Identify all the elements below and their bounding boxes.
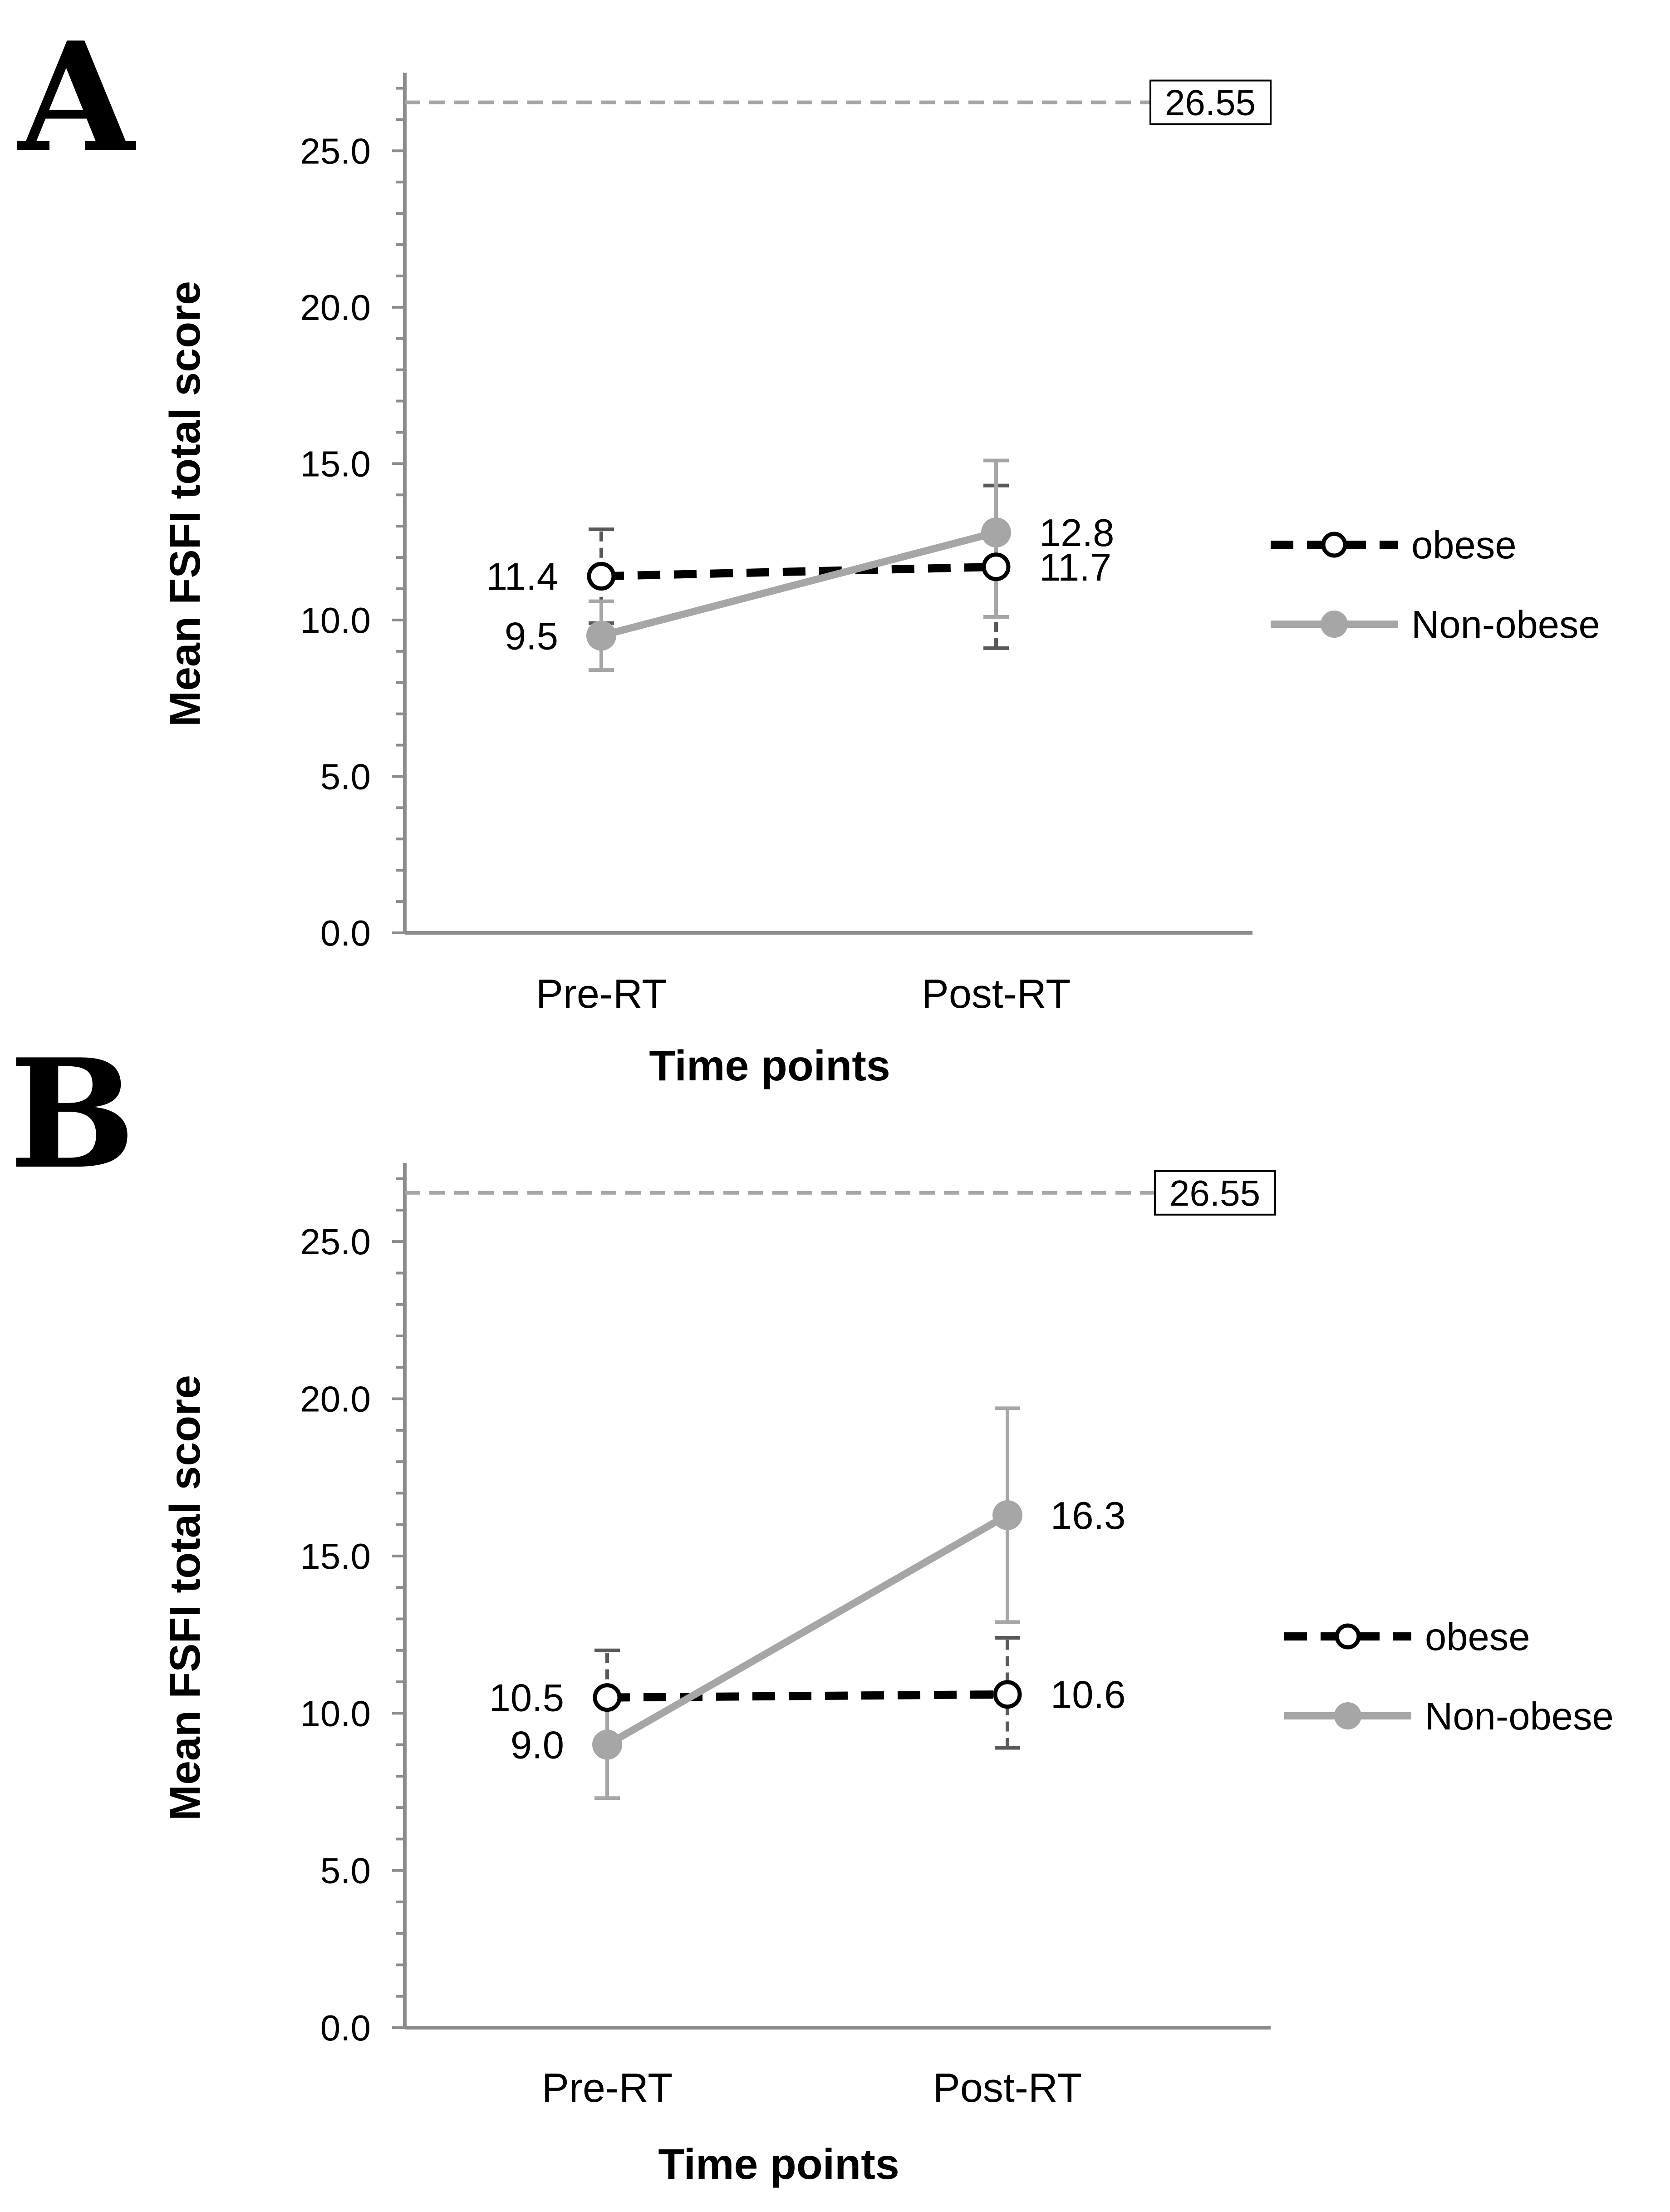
reference-label-box (1154, 1170, 1276, 1216)
panel-letter: A (16, 9, 138, 185)
y-tick-label: 0.0 (320, 913, 371, 953)
data-label: 9.5 (505, 615, 558, 658)
y-tick-label: 25.0 (300, 131, 371, 171)
data-label: 16.3 (1051, 1494, 1125, 1537)
data-point (993, 1680, 1022, 1709)
x-tick-label: Pre-RT (542, 2065, 673, 2111)
legend-label: obese (1425, 1616, 1530, 1659)
data-label: 10.5 (489, 1677, 564, 1720)
panel-letter: B (9, 1026, 136, 1202)
legend-marker (1334, 1702, 1361, 1729)
legend-label: obese (1411, 524, 1517, 567)
data-label: 9.0 (511, 1724, 564, 1767)
chart-panel-b: B 0.0 5.0 10.0 15.0 20.0 25.0 Pre-RT Post-RT Time… (9, 1026, 1614, 2188)
y-tick-label: 20.0 (300, 1379, 371, 1419)
data-label: 11.7 (1039, 546, 1111, 589)
y-tick-label: 10.0 (300, 1693, 371, 1734)
x-axis-title: Time points (649, 1042, 890, 1090)
data-label: 12.8 (1039, 512, 1114, 555)
x-tick-label: Post-RT (933, 2065, 1082, 2111)
reference-label-box (1149, 79, 1272, 125)
data-point (981, 517, 1011, 547)
y-tick-label: 5.0 (320, 1851, 371, 1891)
x-tick-label: Pre-RT (536, 971, 667, 1017)
legend-marker (1321, 611, 1348, 638)
series-line (607, 1690, 1008, 1702)
series-line (598, 528, 1000, 640)
data-point (982, 552, 1011, 581)
y-tick-label: 10.0 (300, 600, 371, 640)
x-tick-label: Post-RT (922, 971, 1071, 1017)
series-line (604, 1511, 1011, 1749)
data-point (992, 1500, 1022, 1530)
series-obese (594, 1636, 1020, 1750)
data-point (587, 562, 616, 591)
legend-label: Non-obese (1411, 603, 1600, 646)
data-point (586, 621, 616, 651)
data-label: 11.4 (486, 555, 558, 598)
reference-label: 26.55 (1169, 1173, 1260, 1213)
y-tick-label: 15.0 (300, 443, 371, 484)
series-line (601, 562, 997, 581)
y-tick-label: 15.0 (300, 1536, 371, 1576)
y-tick-label: 25.0 (300, 1222, 371, 1262)
reference-label: 26.55 (1165, 82, 1256, 123)
data-label: 10.6 (1051, 1674, 1125, 1717)
legend-marker (1335, 1623, 1361, 1650)
y-axis-title: Mean FSFI total score (161, 281, 209, 727)
data-point (592, 1729, 622, 1760)
data-point (593, 1683, 622, 1712)
legend-marker (1321, 532, 1347, 558)
series-non-obese (594, 1406, 1020, 1800)
y-tick-label: 5.0 (320, 756, 371, 797)
chart-panel-a: A 0.0 5.0 10.0 15.0 20.0 25.0 Pre-RT Post-RT Time… (16, 9, 1600, 1090)
legend-label: Non-obese (1425, 1695, 1614, 1738)
y-tick-label: 0.0 (320, 2008, 371, 2048)
y-tick-label: 20.0 (300, 287, 371, 328)
y-axis-title: Mean FSFI total score (161, 1375, 209, 1821)
x-axis-title: Time points (658, 2140, 899, 2188)
